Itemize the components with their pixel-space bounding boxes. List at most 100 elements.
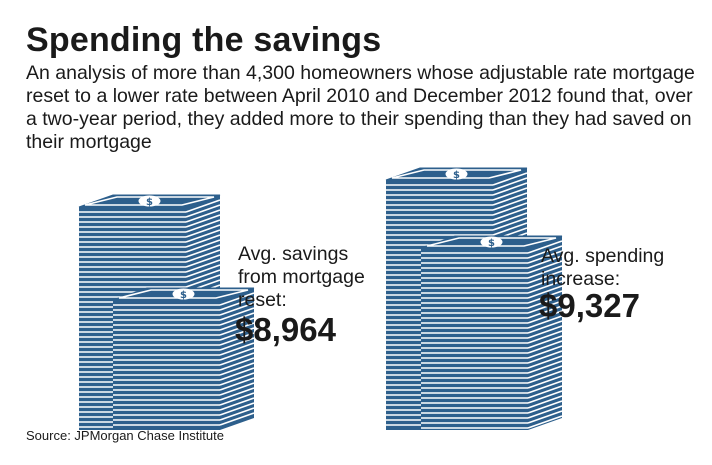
savings-label-line: Avg. savings [238, 243, 349, 265]
bill-edge [185, 259, 221, 273]
bill-edge [527, 360, 563, 374]
chart-title: Spending the savings [26, 21, 382, 59]
bill-edge [527, 365, 563, 379]
bill-edge [527, 385, 563, 399]
bill-edge [527, 260, 563, 274]
bill-edge [185, 239, 221, 253]
bill-edge [492, 182, 528, 196]
bill-edge [219, 307, 255, 321]
savings-amount: $8,964 [235, 311, 336, 348]
bill-edge [185, 249, 221, 263]
bill-edge [527, 250, 563, 264]
bill-edge [527, 355, 563, 369]
dollar-icon-glyph: $ [146, 197, 153, 208]
bill-edge [219, 407, 255, 421]
bill-edge [185, 219, 221, 233]
bill-edge [527, 285, 563, 299]
bill-edge [527, 350, 563, 364]
dollar-icon-glyph: $ [180, 290, 187, 301]
bill-edge [527, 380, 563, 394]
bill-edge [185, 199, 221, 213]
spending-label-line: increase: [541, 268, 621, 290]
bill-edge [527, 290, 563, 304]
bill-edge [527, 240, 563, 254]
bill-edge [219, 387, 255, 401]
savings-label-line: reset: [238, 289, 287, 311]
bill-edge [219, 367, 255, 381]
savings-label: Avg. savings from mortgage reset: [238, 243, 365, 312]
bill-edge [219, 352, 255, 366]
bill-edge [185, 209, 221, 223]
bill-edge [492, 222, 528, 236]
bill-edge [219, 312, 255, 326]
bill-edge [527, 305, 563, 319]
bill-edge [527, 255, 563, 269]
bill-edge [527, 330, 563, 344]
bill-edge [185, 224, 221, 238]
bill-edge [527, 345, 563, 359]
savings-label-line: from mortgage [238, 266, 365, 288]
bill-edge [185, 229, 221, 243]
bill-edge [527, 390, 563, 404]
bill-edge [527, 375, 563, 389]
dollar-icon-glyph: $ [453, 170, 460, 181]
bill-edge [492, 172, 528, 186]
bill-edge [527, 325, 563, 339]
bill-edge [527, 320, 563, 334]
bill-edge [185, 234, 221, 248]
bill-edge [527, 280, 563, 294]
bill-edge [527, 370, 563, 384]
bill-edge [219, 402, 255, 416]
bill-edge [219, 337, 255, 351]
bill-edge [219, 302, 255, 316]
bill-edge [219, 372, 255, 386]
spending-label: Avg. spending increase: [541, 245, 664, 291]
bill-edge [185, 214, 221, 228]
bill-edge [185, 264, 221, 278]
source-note: Source: JPMorgan Chase Institute [26, 428, 224, 443]
spending-label-line: Avg. spending [541, 245, 665, 267]
dollar-icon [172, 288, 195, 300]
bill-edge [492, 207, 528, 221]
bill-edge [219, 362, 255, 376]
bill-edge [492, 187, 528, 201]
bill-edge [527, 315, 563, 329]
bill-edge [219, 412, 255, 426]
bill-edge [527, 335, 563, 349]
bill-edge [527, 415, 563, 429]
bill-edge [219, 327, 255, 341]
chart-subtitle: An analysis of more than 4,300 homeowner… [26, 62, 695, 153]
bill-edge [492, 192, 528, 206]
bill-edge [527, 405, 563, 419]
bill-edge [492, 217, 528, 231]
bill-edge [527, 270, 563, 284]
bill-edge [219, 357, 255, 371]
bill-edge [527, 340, 563, 354]
bill-edge [527, 400, 563, 414]
bill-edge [185, 204, 221, 218]
bill-edge [219, 322, 255, 336]
bill-edge [527, 395, 563, 409]
bill-edge [492, 212, 528, 226]
bill-edge [492, 177, 528, 191]
dollar-icon [445, 168, 468, 180]
bill-edge [219, 392, 255, 406]
bill-edge [527, 265, 563, 279]
bill-edge [219, 377, 255, 391]
dollar-icon [480, 236, 503, 248]
bill-edge [492, 202, 528, 216]
bill-edge [527, 295, 563, 309]
dollar-icon [138, 195, 161, 207]
bill-edge [527, 275, 563, 289]
bill-edge [219, 342, 255, 356]
bill-edge [527, 300, 563, 314]
bill-edge [185, 254, 221, 268]
bill-edge [527, 410, 563, 424]
spending-amount: $9,327 [539, 287, 640, 324]
bill-edge [527, 310, 563, 324]
bill-edge [185, 269, 221, 283]
bill-edge [219, 332, 255, 346]
bill-edge [219, 397, 255, 411]
bill-edge [219, 292, 255, 306]
